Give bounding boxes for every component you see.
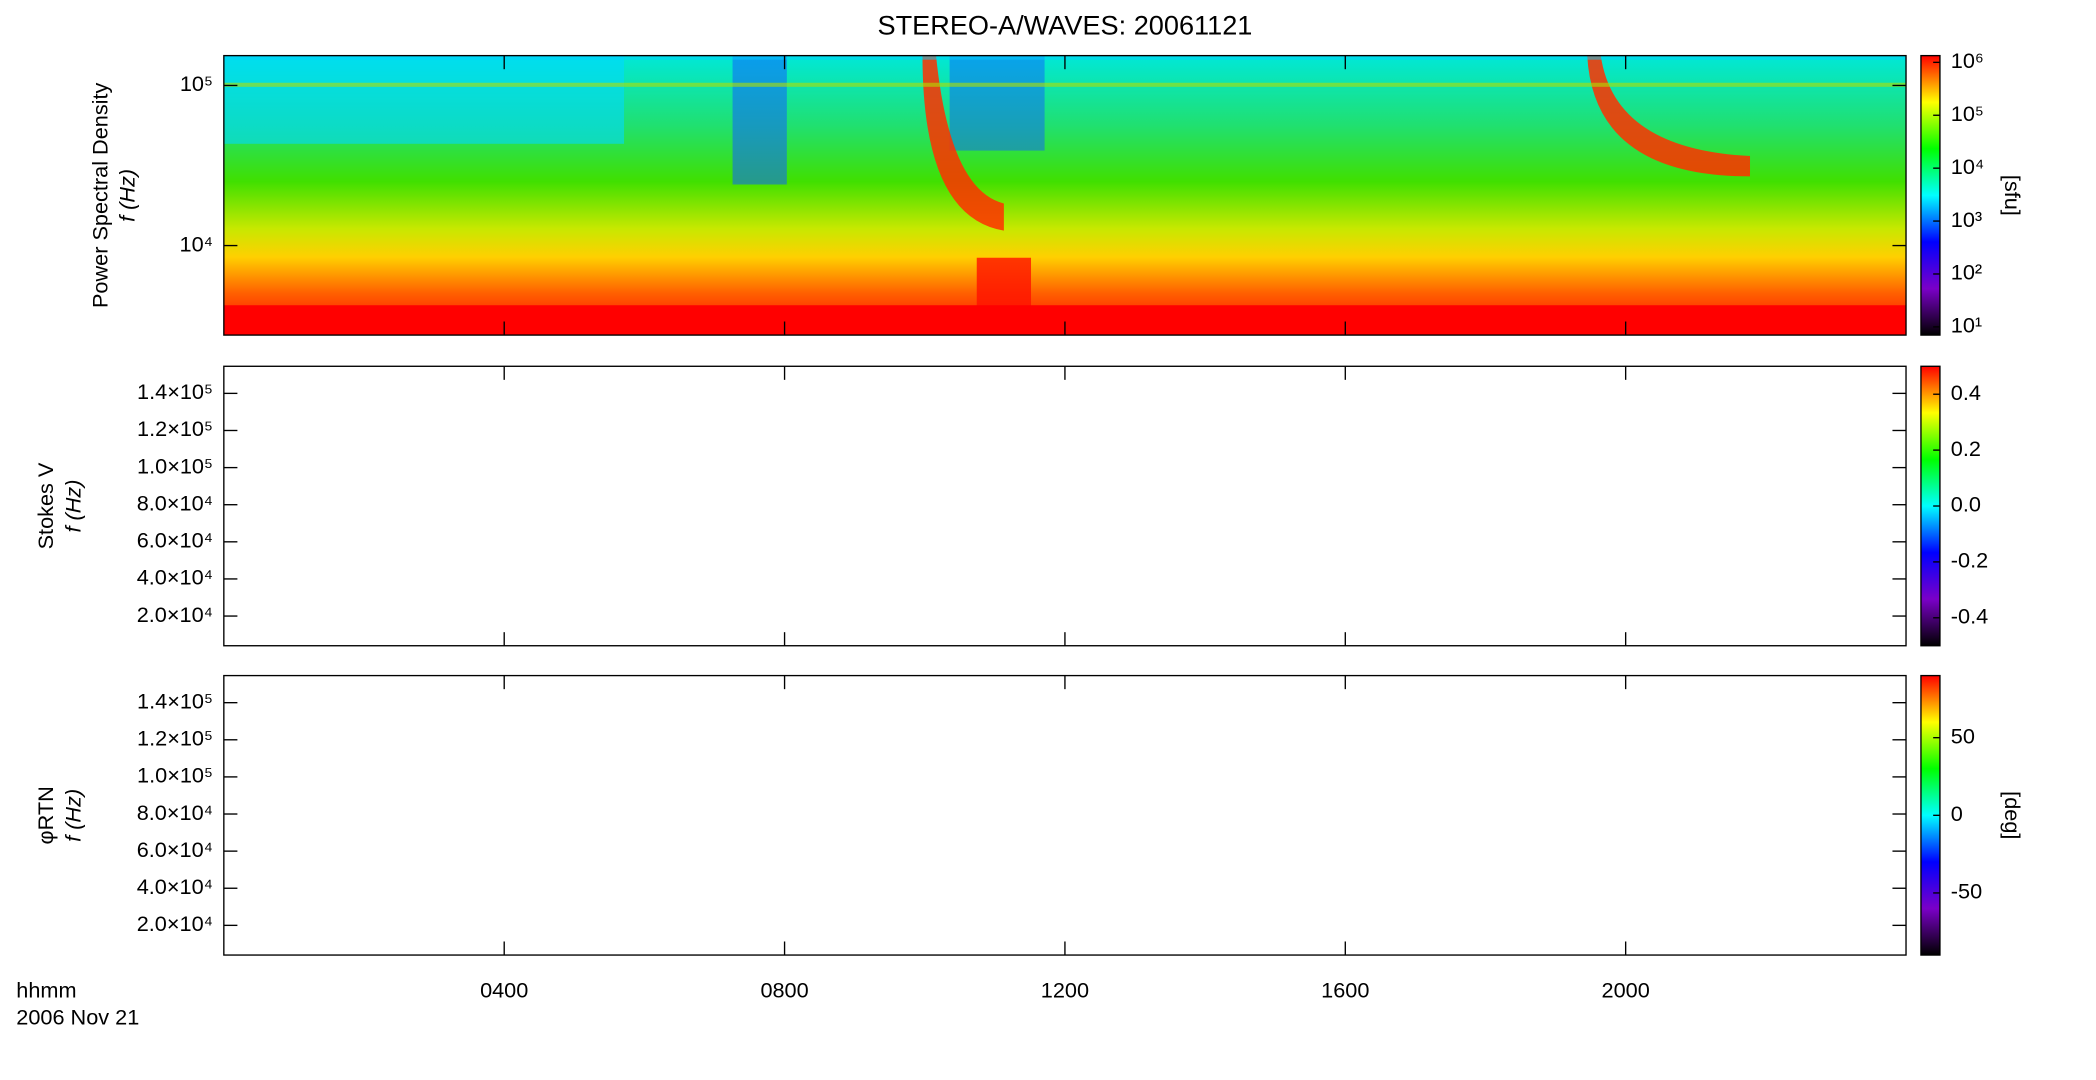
y-tick-label: 8.0×10⁴ [137,490,213,515]
y-tick-label: 8.0×10⁴ [137,800,213,825]
x-axis-label: hhmm [16,977,76,1002]
spectrogram-burst [922,55,1004,231]
panel-frame [223,365,1907,647]
colorbar-tick-label: 0.4 [1951,380,1981,405]
y-tick-label: 1.2×10⁵ [137,726,213,751]
x-tick-label: 0400 [480,977,528,1002]
colorbar-tick-label: 10⁵ [1951,101,1984,126]
y-axis-label: f (Hz) [60,789,85,842]
y-axis-label: f (Hz) [115,169,140,222]
chart-title: STEREO-A/WAVES: 20061121 [877,9,1252,40]
y-tick-label: 6.0×10⁴ [137,528,213,553]
spectrogram-patch [949,55,1045,151]
x-tick-label: 0800 [760,977,808,1002]
y-tick-label: 1.4×10⁵ [137,688,213,713]
y-tick-label: 10⁴ [180,231,213,256]
y-tick-label: 4.0×10⁴ [137,874,213,899]
colorbar-tick-label: 0.0 [1951,492,1981,517]
colorbar-tick-label: 10⁴ [1951,154,1984,179]
y-tick-label: 1.4×10⁵ [137,379,213,404]
y-axis-label: Stokes V [33,462,58,549]
y-tick-label: 1.2×10⁵ [137,416,213,441]
colorbar-tick-label: 10³ [1951,207,1982,232]
spectrogram [223,55,1907,336]
spectrogram-patch [976,257,1032,313]
colorbar-label: [deg] [2000,791,2025,839]
y-tick-label: 2.0×10⁴ [137,911,213,936]
colorbar-tick-label: -0.4 [1951,604,1988,629]
y-tick-label: 2.0×10⁴ [137,602,213,627]
plot-area: STEREO-A/WAVES: 20061121 10⁴ 10⁵ Power Spec… [16,9,2024,1029]
colorbar-tick-label: 0.2 [1951,436,1981,461]
spectrogram-burst [1587,55,1751,177]
y-tick-label: 4.0×10⁴ [137,565,213,590]
y-axis-label: Power Spectral Density [87,82,112,308]
y-axis-label: φRTN [33,786,58,844]
colorbar-label: [sfu] [2000,175,2025,216]
y-axis-label: f (Hz) [60,480,85,533]
y-tick-label: 1.0×10⁵ [137,453,213,478]
colorbar-tick-label: 10¹ [1951,313,1982,338]
y-tick-label: 10⁵ [180,71,213,96]
colorbar [1920,54,1941,336]
panel-frame [223,674,1907,956]
x-tick-label: 2000 [1602,977,1650,1002]
spectrogram-line [223,82,1907,87]
colorbar-tick-label: -0.2 [1951,548,1988,573]
y-tick-label: 1.0×10⁵ [137,763,213,788]
colorbar-tick-label: 0 [1951,801,1963,826]
colorbar-tick-label: 10⁶ [1951,48,1984,73]
spectrogram-patch [732,55,787,185]
colorbar-tick-label: 10² [1951,260,1982,285]
colorbar-tick-label: -50 [1951,879,1982,904]
x-tick-label: 1600 [1321,977,1369,1002]
spectrogram-patch [223,55,625,144]
x-axis-label: 2006 Nov 21 [16,1005,139,1030]
x-tick-label: 1200 [1041,977,1089,1002]
y-tick-label: 6.0×10⁴ [137,837,213,862]
colorbar-tick-label: 50 [1951,723,1975,748]
